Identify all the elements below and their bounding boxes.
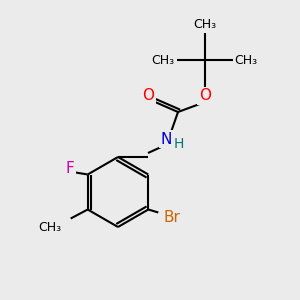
Text: H: H — [174, 137, 184, 151]
Text: CH₃: CH₃ — [39, 221, 62, 234]
Text: Br: Br — [164, 210, 181, 225]
Text: CH₃: CH₃ — [152, 53, 175, 67]
Text: O: O — [142, 88, 154, 104]
Text: CH₃: CH₃ — [194, 19, 217, 32]
Text: F: F — [65, 161, 74, 176]
Text: CH₃: CH₃ — [234, 53, 258, 67]
Text: O: O — [199, 88, 211, 104]
Text: N: N — [160, 131, 172, 146]
